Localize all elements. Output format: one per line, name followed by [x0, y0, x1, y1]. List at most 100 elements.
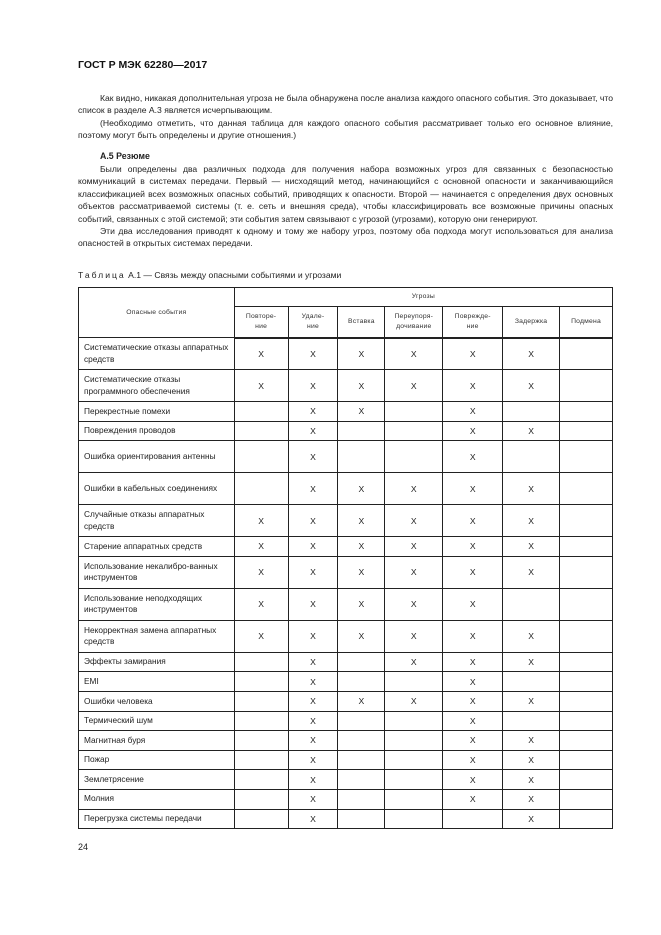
event-cell: EMI — [78, 671, 235, 692]
table-row: Ошибки в кабельных соединениях X X X X X — [78, 472, 613, 506]
table-row: Систематические отказы программного обес… — [78, 369, 613, 402]
mark-cell — [233, 710, 289, 732]
mark-cell: X — [442, 619, 504, 653]
table-row: Старение аппаратных средств X X X X X X — [78, 536, 613, 557]
threats-table: Опасные события Угрозы Повторе- ние Удале… — [78, 287, 614, 830]
mark-cell: X — [502, 337, 561, 370]
mark-cell — [337, 788, 386, 810]
table-caption: Таблица А.1 — Связь между опасными событ… — [78, 270, 341, 280]
mark-cell: X — [287, 504, 339, 538]
mark-cell: X — [287, 690, 339, 712]
header-threats: Угрозы — [233, 287, 614, 307]
table-row: Перегрузка системы передачи X X — [78, 808, 613, 830]
mark-cell — [233, 401, 289, 422]
mark-cell: X — [442, 472, 504, 506]
paragraph: Как видно, никакая дополнительная угроза… — [78, 93, 614, 116]
mark-cell: X — [287, 555, 339, 589]
mark-cell — [384, 769, 444, 790]
mark-cell — [233, 808, 289, 830]
mark-cell: X — [502, 472, 561, 506]
header-threat: Повторе- ние — [233, 306, 289, 339]
table-row: EMI X X — [78, 671, 613, 692]
mark-cell: X — [287, 619, 339, 653]
table-row: Пожар X X X — [78, 749, 613, 771]
mark-cell — [559, 504, 613, 538]
mark-cell — [384, 730, 444, 751]
mark-cell: X — [337, 587, 386, 621]
mark-cell — [384, 440, 444, 474]
mark-cell — [233, 749, 289, 771]
mark-cell: X — [233, 619, 289, 653]
mark-cell: X — [384, 555, 444, 589]
mark-cell — [337, 671, 386, 692]
standard-header: ГОСТ Р МЭК 62280—2017 — [78, 59, 208, 71]
mark-cell — [559, 401, 613, 422]
mark-cell: X — [442, 555, 504, 589]
mark-cell: X — [502, 369, 561, 402]
mark-cell: X — [442, 369, 504, 402]
event-cell: Молния — [78, 788, 235, 810]
mark-cell: X — [384, 619, 444, 653]
mark-cell — [233, 651, 289, 673]
page-number: 24 — [78, 842, 89, 852]
mark-cell: X — [233, 587, 289, 621]
mark-cell: X — [337, 536, 386, 557]
mark-cell: X — [233, 504, 289, 538]
mark-cell — [559, 619, 613, 653]
mark-cell: X — [287, 769, 339, 790]
mark-cell: X — [233, 369, 289, 402]
mark-cell: X — [287, 651, 339, 673]
mark-cell: X — [502, 769, 561, 790]
header-threat: Переупоря- дочивание — [384, 306, 444, 339]
mark-cell: X — [287, 788, 339, 810]
mark-cell: X — [442, 788, 504, 810]
mark-cell: X — [442, 504, 504, 538]
mark-cell — [384, 671, 444, 692]
mark-cell — [337, 769, 386, 790]
mark-cell: X — [442, 536, 504, 557]
table-row: Магнитная буря X X X — [78, 730, 613, 751]
table-row: Систематические отказы аппаратных средст… — [78, 337, 613, 370]
table-row: Повреждения проводов X X X — [78, 420, 613, 442]
mark-cell: X — [442, 651, 504, 673]
mark-cell — [559, 710, 613, 732]
mark-cell — [233, 690, 289, 712]
mark-cell: X — [442, 587, 504, 621]
mark-cell: X — [442, 440, 504, 474]
header-threat: Вставка — [337, 306, 386, 339]
mark-cell — [384, 401, 444, 422]
mark-cell: X — [502, 788, 561, 810]
mark-cell — [559, 587, 613, 621]
mark-cell — [337, 440, 386, 474]
mark-cell — [559, 749, 613, 771]
event-cell: Использование неподходящих инструментов — [78, 587, 235, 621]
mark-cell — [559, 671, 613, 692]
mark-cell: X — [287, 808, 339, 830]
mark-cell — [559, 651, 613, 673]
table-row: Ошибка ориентирования антенны X X — [78, 440, 613, 474]
table-row: Использование некалибро-ванных инструмен… — [78, 555, 613, 589]
event-cell: Перекрестные помехи — [78, 401, 235, 422]
mark-cell: X — [337, 555, 386, 589]
mark-cell: X — [502, 651, 561, 673]
mark-cell: X — [442, 671, 504, 692]
table-row: Ошибки человека X X X X X — [78, 690, 613, 712]
mark-cell — [233, 730, 289, 751]
mark-cell: X — [337, 690, 386, 712]
mark-cell: X — [287, 536, 339, 557]
event-cell: Случайные отказы аппаратных средств — [78, 504, 235, 538]
mark-cell — [233, 671, 289, 692]
header-threat: Поврежде- ние — [442, 306, 504, 339]
table-caption-text: А.1 — Связь между опасными событиями и у… — [128, 270, 342, 280]
mark-cell — [559, 536, 613, 557]
mark-cell — [337, 749, 386, 771]
mark-cell: X — [287, 671, 339, 692]
mark-cell: X — [442, 749, 504, 771]
table-row: Молния X X X — [78, 788, 613, 810]
table-row: Использование неподходящих инструментов X… — [78, 587, 613, 621]
mark-cell: X — [384, 472, 444, 506]
mark-cell — [559, 788, 613, 810]
event-cell: Повреждения проводов — [78, 420, 235, 442]
table-row: Перекрестные помехи X X X — [78, 401, 613, 422]
